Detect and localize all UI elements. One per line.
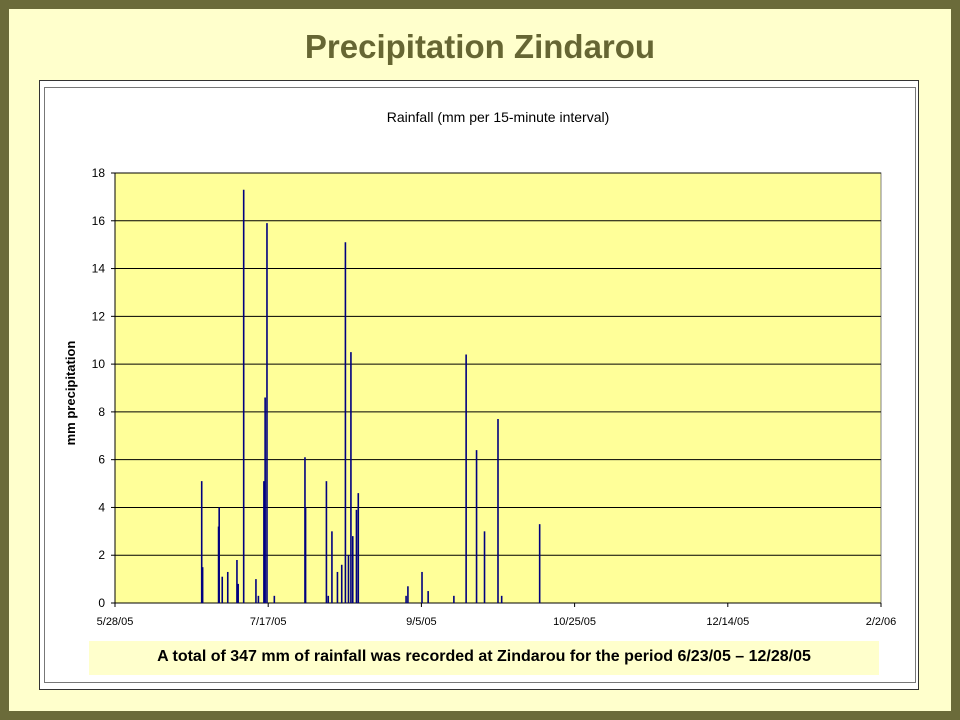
y-tick-label: 16 [92, 214, 106, 228]
chart-panel: 0 2 4 6 8 10 12 14 16 18 5/28/05 7/17/05 9/5/05 10/25… [44, 87, 916, 683]
slide-title: Precipitation Zindarou [304, 28, 656, 65]
y-tick-label: 6 [98, 453, 105, 467]
y-tick-label: 18 [92, 166, 106, 180]
y-tick-label: 12 [92, 309, 106, 323]
y-tick-label: 4 [98, 500, 105, 514]
y-tick-label: 14 [92, 262, 106, 276]
x-tick-label: 9/5/05 [406, 616, 437, 628]
x-tick-label: 2/2/06 [866, 616, 897, 628]
caption-text: A total of 347 mm of rainfall was record… [157, 648, 811, 665]
y-tick-label: 2 [98, 548, 105, 562]
x-tick-label: 10/25/05 [553, 616, 596, 628]
y-axis-label: mm precipitation [63, 341, 78, 446]
y-tick-label: 10 [92, 357, 106, 371]
caption-box: A total of 347 mm of rainfall was record… [89, 641, 879, 675]
x-tick-label: 5/28/05 [97, 616, 134, 628]
chart-title: Rainfall (mm per 15-minute interval) [387, 109, 610, 125]
x-tick-label: 7/17/05 [250, 616, 287, 628]
rainfall-chart: 0 2 4 6 8 10 12 14 16 18 5/28/05 7/17/05 9/5/05 10/25… [63, 109, 897, 628]
y-tick-label: 0 [98, 596, 105, 610]
x-tick-label: 12/14/05 [706, 616, 749, 628]
y-tick-label: 8 [98, 405, 105, 419]
